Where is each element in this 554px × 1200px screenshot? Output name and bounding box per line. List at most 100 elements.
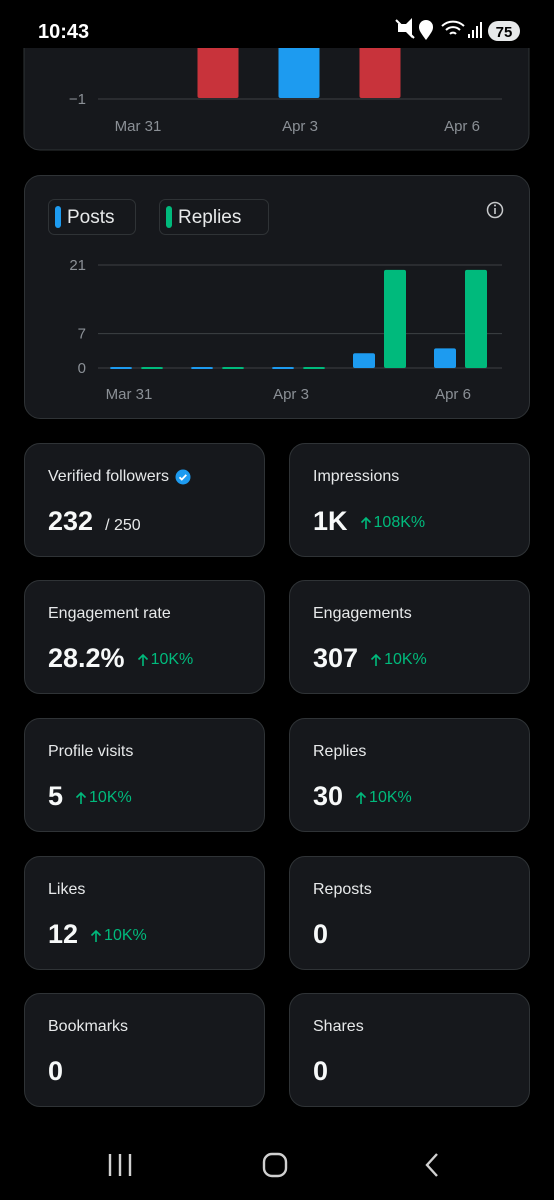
metric-value: 1K <box>313 506 348 536</box>
recents-button[interactable] <box>108 1154 132 1176</box>
wifi-icon <box>441 20 465 35</box>
up-arrow <box>90 929 102 942</box>
info-icon[interactable] <box>486 201 504 219</box>
metric-card: Reposts 0 <box>289 856 530 970</box>
x-tick-label: Apr 6 <box>444 118 480 135</box>
legend-chip <box>159 199 269 235</box>
up-arrow <box>355 791 367 804</box>
verified-badge <box>175 469 191 485</box>
bar <box>434 348 456 368</box>
metric-card: Profile visits 5 10K% <box>24 718 265 832</box>
metric-value-row: 307 10K% <box>313 643 427 674</box>
metric-change: 108K% <box>360 514 426 532</box>
metric-label: Profile visits <box>48 743 134 760</box>
metric-value: 12 <box>48 919 79 949</box>
legend-label: Posts <box>67 207 115 228</box>
y-tick-label: 21 <box>69 257 86 274</box>
metric-label: Verified followers <box>48 468 169 485</box>
metric-change-value: 10K% <box>150 651 194 668</box>
bar <box>141 367 163 369</box>
up-arrow <box>75 791 87 804</box>
metric-label: Engagements <box>313 605 412 622</box>
y-tick-label: −1 <box>69 91 86 108</box>
bar <box>272 367 294 369</box>
metric-change-value: 108K% <box>373 514 426 531</box>
metric-value: 30 <box>313 781 344 811</box>
metric-value: 28.2% <box>48 643 125 673</box>
battery <box>488 21 520 41</box>
metric-change-value: 10K% <box>104 927 147 944</box>
up-arrow <box>370 653 382 666</box>
metric-change: 10K% <box>137 651 194 669</box>
battery-level: 75 <box>496 24 513 41</box>
back-button[interactable] <box>425 1153 438 1177</box>
metric-value: 5 <box>48 781 64 811</box>
bar <box>353 353 375 368</box>
metric-value: 232 <box>48 506 94 536</box>
x-tick-label: Apr 6 <box>435 386 471 403</box>
metric-value: 0 <box>313 919 329 949</box>
metric-label: Reposts <box>313 881 372 898</box>
metric-label: Engagement rate <box>48 605 171 622</box>
metric-label-row: Verified followers <box>48 468 191 486</box>
metric-change: 10K% <box>370 651 427 669</box>
bar <box>222 367 244 369</box>
metric-change: 10K% <box>355 789 412 807</box>
x-tick-label: Apr 3 <box>282 118 318 135</box>
metric-change-value: 10K% <box>384 651 427 668</box>
legend-chip <box>48 199 136 235</box>
metric-value-row: 12 10K% <box>48 919 147 950</box>
metric-card: Engagements 307 10K% <box>289 580 530 694</box>
metric-suffix: / 250 <box>105 517 141 534</box>
metric-value-row: 5 10K% <box>48 781 132 812</box>
bar <box>465 269 487 368</box>
metric-card: Impressions 1K 108K% <box>289 443 530 557</box>
metric-label-row: Impressions <box>313 468 399 486</box>
metric-change: 10K% <box>75 789 132 807</box>
metric-card: Replies 30 10K% <box>289 718 530 832</box>
y-tick-label: 0 <box>78 360 86 377</box>
bar <box>303 367 325 369</box>
bar <box>384 269 406 368</box>
location-icon <box>419 20 433 40</box>
legend-swatch <box>166 206 172 228</box>
metric-label: Replies <box>313 743 367 760</box>
metric-label-row: Shares <box>313 1018 364 1036</box>
x-tick-label: Apr 3 <box>273 386 309 403</box>
metric-label-row: Engagements <box>313 605 412 623</box>
metric-label-row: Profile visits <box>48 743 133 761</box>
bar <box>191 367 213 369</box>
metric-value-row: 0 <box>48 1056 63 1087</box>
metric-label: Bookmarks <box>48 1018 129 1035</box>
metric-label-row: Reposts <box>313 881 372 899</box>
metric-value-row: 1K 108K% <box>313 506 425 537</box>
metric-card: Likes 12 10K% <box>24 856 265 970</box>
status-icons: 10:43 75 <box>38 18 520 43</box>
metric-label-row: Bookmarks <box>48 1018 128 1036</box>
x-tick-label: Mar 31 <box>106 386 153 403</box>
metric-label-row: Likes <box>48 881 85 899</box>
metric-label-row: Replies <box>313 743 366 761</box>
metric-card: Engagement rate 28.2% 10K% <box>24 580 265 694</box>
metric-card: Verified followers 232 / 250 <box>24 443 265 557</box>
legend-label: Replies <box>178 207 241 228</box>
metric-label-row: Engagement rate <box>48 605 171 623</box>
metric-value: 307 <box>313 643 359 673</box>
charts: −1 Mar 31 Apr 3 Apr 6 0 7 21 Mar 31 Apr 3 Apr 6 Po… <box>23 0 530 419</box>
home-button[interactable] <box>262 1152 288 1178</box>
signal-icon <box>468 22 482 38</box>
y-tick-label: 7 <box>78 326 86 343</box>
legend-swatch <box>55 206 61 228</box>
metric-value-row: 28.2% 10K% <box>48 643 193 674</box>
metric-card: Bookmarks 0 <box>24 993 265 1107</box>
nav-bar <box>108 1152 438 1178</box>
mute-slash <box>395 19 415 39</box>
metric-value-row: 0 <box>313 1056 328 1087</box>
up-arrow <box>360 516 371 529</box>
metric-card: Shares 0 <box>289 993 530 1107</box>
metric-value: 0 <box>313 1056 329 1086</box>
clock: 10:43 <box>38 21 89 43</box>
metric-label: Likes <box>48 881 86 898</box>
up-arrow <box>137 653 148 666</box>
